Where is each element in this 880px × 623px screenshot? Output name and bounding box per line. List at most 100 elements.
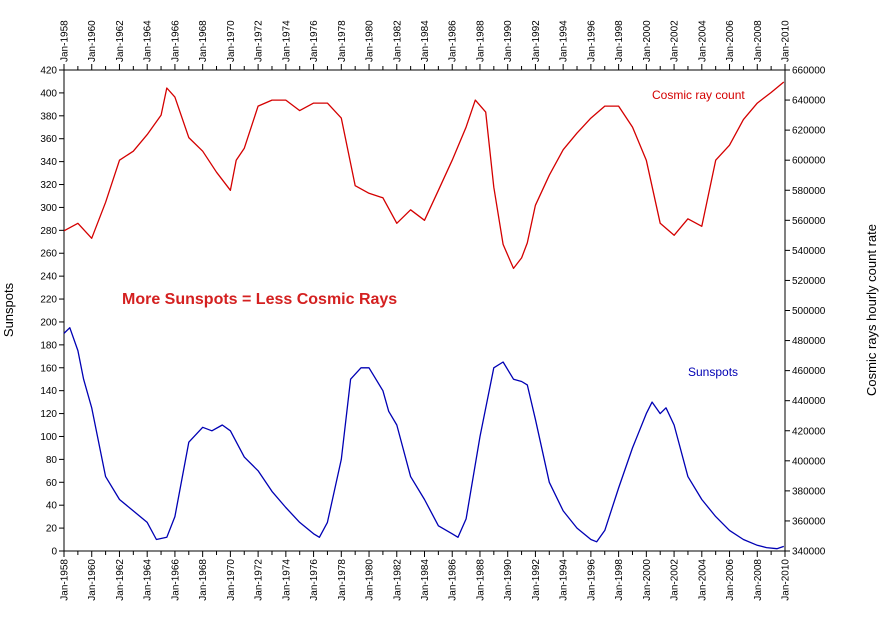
y-left-tick-label: 300 [40, 203, 57, 214]
x-tick-label-bottom: Jan-1968 [198, 559, 209, 601]
y-left-tick-label: 140 [40, 386, 57, 397]
y-left-tick-label: 260 [40, 249, 57, 260]
x-tick-label-top: Jan-1962 [115, 20, 126, 62]
y-left-tick-label: 280 [40, 226, 57, 237]
y-left-tick-label: 200 [40, 317, 57, 328]
x-tick-label-bottom: Jan-1974 [281, 559, 292, 601]
y-left-tick-label: 160 [40, 363, 57, 374]
x-tick-label-top: Jan-1972 [254, 20, 265, 62]
x-tick-label-bottom: Jan-2010 [781, 559, 792, 601]
y-left-axis-title: Sunspots [1, 282, 16, 337]
x-tick-label-bottom: Jan-1966 [170, 559, 181, 601]
x-tick-label-top: Jan-2000 [642, 20, 653, 62]
x-tick-label-bottom: Jan-1984 [420, 559, 431, 601]
y-right-tick-label: 460000 [792, 366, 826, 377]
x-tick-label-bottom: Jan-2004 [697, 559, 708, 601]
x-tick-label-bottom: Jan-1972 [254, 559, 265, 601]
x-tick-label-bottom: Jan-1990 [503, 559, 514, 601]
y-left-tick-label: 120 [40, 409, 57, 420]
x-tick-label-bottom: Jan-1958 [60, 559, 71, 601]
plot-frame [63, 69, 786, 552]
y-right-axis-title: Cosmic rays hourly count rate [864, 224, 879, 396]
x-tick-label-bottom: Jan-2006 [725, 559, 736, 601]
x-tick-label-bottom: Jan-1970 [226, 559, 237, 601]
y-right-tick-label: 420000 [792, 426, 826, 437]
x-tick-label-bottom: Jan-1976 [309, 559, 320, 601]
y-left-tick-label: 0 [51, 547, 57, 558]
x-tick-label-top: Jan-1994 [559, 20, 570, 62]
x-axis-ticks: Jan-1958 Jan-1958 Jan-1960 Jan-1960 Jan-1962… [60, 20, 792, 601]
x-tick-label-top: Jan-1966 [170, 20, 181, 62]
y-right-tick-label: 380000 [792, 486, 826, 497]
x-tick-label-top: Jan-1968 [198, 20, 209, 62]
y-right-tick-label: 360000 [792, 516, 826, 527]
x-tick-label-top: Jan-1998 [614, 20, 625, 62]
y-left-tick-label: 380 [40, 111, 57, 122]
series-line-sunspots [63, 327, 785, 550]
x-tick-label-bottom: Jan-1980 [365, 559, 376, 601]
x-tick-label-bottom: Jan-1994 [559, 559, 570, 601]
y-right-tick-label: 640000 [792, 96, 826, 107]
x-tick-label-bottom: Jan-1982 [392, 559, 403, 601]
series-label-sunspots: Sunspots [688, 365, 738, 379]
series-group [63, 81, 785, 550]
y-left-tick-label: 220 [40, 295, 57, 306]
y-left-tick-label: 60 [46, 478, 58, 489]
y-right-tick-label: 440000 [792, 396, 826, 407]
x-tick-label-top: Jan-1974 [281, 20, 292, 62]
y-left-tick-label: 320 [40, 180, 57, 191]
x-tick-label-bottom: Jan-1992 [531, 559, 542, 601]
x-tick-label-top: Jan-1986 [448, 20, 459, 62]
x-tick-label-top: Jan-1964 [143, 20, 154, 62]
x-tick-label-bottom: Jan-1998 [614, 559, 625, 601]
x-tick-label-top: Jan-2008 [753, 20, 764, 62]
x-tick-label-top: Jan-1988 [475, 20, 486, 62]
y-right-tick-label: 660000 [792, 66, 826, 77]
x-tick-label-bottom: Jan-1960 [87, 559, 98, 601]
y-left-tick-label: 80 [46, 455, 58, 466]
x-tick-label-top: Jan-1980 [365, 20, 376, 62]
y-left-tick-label: 400 [40, 88, 57, 99]
x-tick-label-bottom: Jan-1964 [143, 559, 154, 601]
x-tick-label-top: Jan-1960 [87, 20, 98, 62]
y-left-tick-label: 360 [40, 134, 57, 145]
y-right-tick-label: 340000 [792, 547, 826, 558]
x-tick-label-bottom: Jan-1978 [337, 559, 348, 601]
chart-annotation: More Sunspots = Less Cosmic Rays [122, 291, 397, 308]
y-right-tick-label: 520000 [792, 276, 826, 287]
y-left-tick-label: 20 [46, 524, 58, 535]
y-right-tick-label: 620000 [792, 126, 826, 137]
y-left-tick-label: 180 [40, 340, 57, 351]
y-right-tick-label: 480000 [792, 336, 826, 347]
y-left-tick-label: 240 [40, 272, 57, 283]
x-tick-label-top: Jan-1976 [309, 20, 320, 62]
x-tick-label-top: Jan-2010 [781, 20, 792, 62]
x-tick-label-bottom: Jan-1988 [475, 559, 486, 601]
y-left-tick-label: 40 [46, 501, 58, 512]
x-tick-label-top: Jan-1984 [420, 20, 431, 62]
x-tick-label-bottom: Jan-1986 [448, 559, 459, 601]
x-tick-label-bottom: Jan-2002 [670, 559, 681, 601]
series-line-cosmic-ray-count [63, 81, 785, 270]
y-right-tick-label: 500000 [792, 306, 826, 317]
y-right-tick-label: 600000 [792, 156, 826, 167]
x-tick-label-top: Jan-1970 [226, 20, 237, 62]
x-tick-label-bottom: Jan-1962 [115, 559, 126, 601]
x-tick-label-top: Jan-1996 [586, 20, 597, 62]
y-left-tick-label: 100 [40, 432, 57, 443]
y-right-tick-label: 580000 [792, 186, 826, 197]
x-tick-label-top: Jan-2004 [697, 20, 708, 62]
y-right-tick-label: 540000 [792, 246, 826, 257]
x-tick-label-top: Jan-2006 [725, 20, 736, 62]
x-tick-label-top: Jan-1992 [531, 20, 542, 62]
x-tick-label-top: Jan-1990 [503, 20, 514, 62]
x-tick-label-bottom: Jan-2000 [642, 559, 653, 601]
y-left-tick-label: 420 [40, 66, 57, 77]
x-tick-label-top: Jan-2002 [670, 20, 681, 62]
y-right-tick-label: 400000 [792, 456, 826, 467]
y-right-tick-label: 560000 [792, 216, 826, 227]
x-tick-label-top: Jan-1982 [392, 20, 403, 62]
series-label-cosmic-ray-count: Cosmic ray count [652, 88, 745, 102]
y-right-axis-ticks: 340000 360000 380000 400000 420000 440000 4600… [785, 66, 826, 558]
